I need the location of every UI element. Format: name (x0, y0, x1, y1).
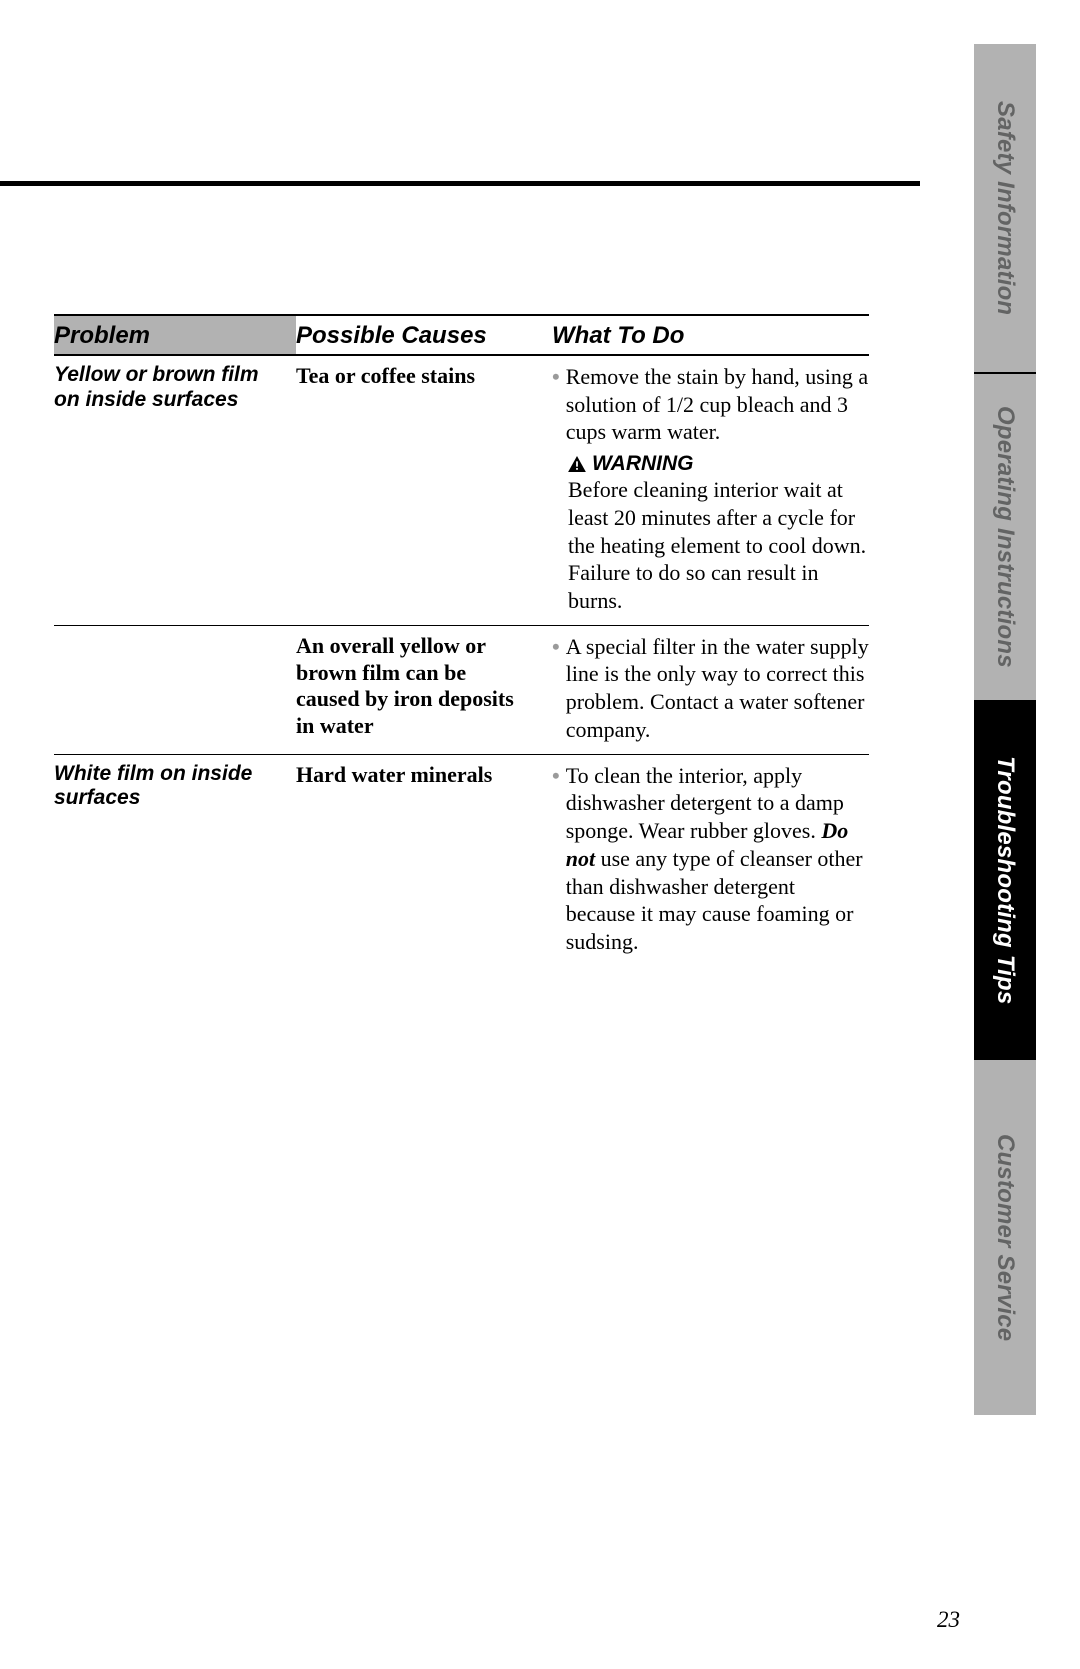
page: Safety Information Operating Instruction… (0, 0, 1080, 1669)
col-header-causes: Possible Causes (296, 316, 552, 354)
warning-label: WARNING (592, 452, 694, 476)
cause-text: An overall yellow or brown film can be c… (296, 633, 532, 740)
bullet-icon: • (552, 762, 566, 956)
side-tabs: Safety Information Operating Instruction… (974, 44, 1036, 1580)
col-header-problem: Problem (54, 316, 296, 354)
table-header-row: Problem Possible Causes What To Do (54, 314, 869, 356)
problem-text: White film on inside surfaces (54, 762, 286, 812)
warning-heading: WARNING (568, 452, 869, 476)
tab-label: Troubleshooting Tips (991, 756, 1019, 1004)
todo-text: A special filter in the water supply lin… (566, 633, 869, 744)
table-row: White film on inside surfaces Hard water… (54, 754, 869, 966)
tab-customer-service: Customer Service (974, 1060, 1036, 1415)
tab-safety-information: Safety Information (974, 44, 1036, 372)
table-row: An overall yellow or brown film can be c… (54, 625, 869, 754)
tab-operating-instructions: Operating Instructions (974, 374, 1036, 700)
tab-troubleshooting-tips: Troubleshooting Tips (974, 700, 1036, 1060)
warning-body: Before cleaning interior wait at least 2… (568, 476, 869, 615)
todo-item: • Remove the stain by hand, using a solu… (552, 363, 869, 446)
tab-label: Operating Instructions (991, 406, 1019, 668)
todo-item: • A special filter in the water supply l… (552, 633, 869, 744)
tab-label: Safety Information (991, 101, 1019, 315)
bullet-icon: • (552, 633, 566, 744)
cause-text: Tea or coffee stains (296, 363, 532, 390)
todo-text: To clean the interior, apply dishwasher … (566, 762, 869, 956)
top-rule (0, 181, 920, 186)
table-row: Yellow or brown film on inside surfaces … (54, 356, 869, 625)
todo-text: Remove the stain by hand, using a soluti… (566, 363, 869, 446)
todo-item: • To clean the interior, apply dishwashe… (552, 762, 869, 956)
warning-icon (568, 456, 586, 472)
tab-label: Customer Service (991, 1134, 1019, 1341)
page-number: 23 (937, 1607, 960, 1633)
troubleshooting-table: Problem Possible Causes What To Do Yello… (54, 314, 869, 966)
bullet-icon: • (552, 363, 566, 446)
warning-block: WARNING Before cleaning interior wait at… (552, 452, 869, 615)
problem-text: Yellow or brown film on inside surfaces (54, 363, 286, 413)
col-header-todo: What To Do (552, 316, 869, 354)
content-area: Problem Possible Causes What To Do Yello… (0, 0, 920, 1669)
cause-text: Hard water minerals (296, 762, 532, 789)
